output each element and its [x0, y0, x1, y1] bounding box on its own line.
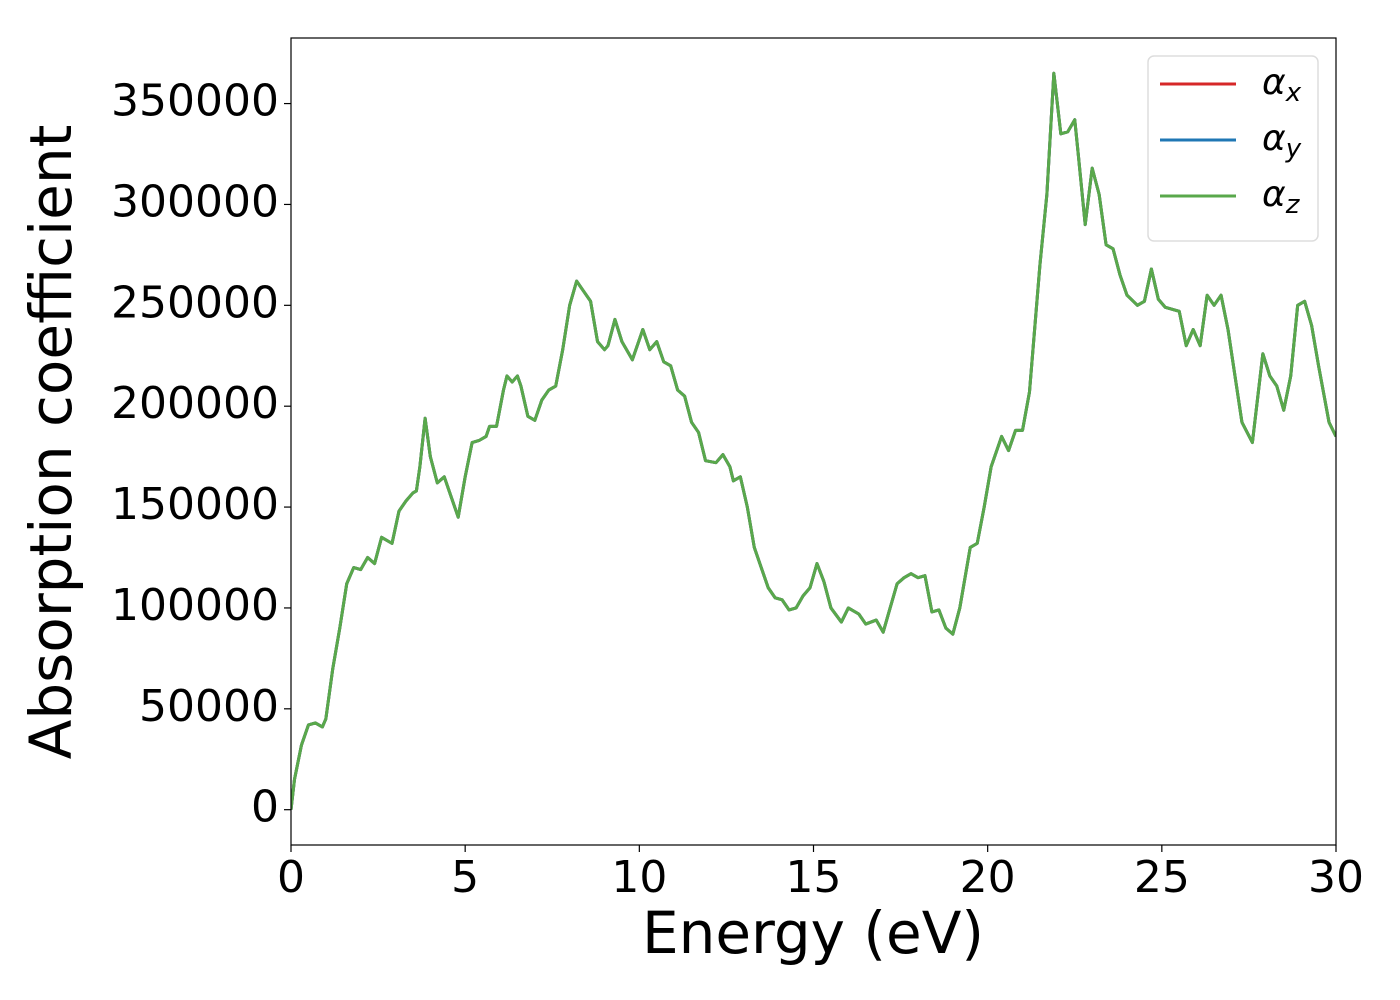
y-tick-label: 50000	[139, 681, 279, 732]
x-tick-label: 15	[786, 852, 842, 903]
x-tick-label: 30	[1308, 852, 1364, 903]
y-tick-label: 200000	[111, 378, 279, 429]
x-tick-label: 10	[611, 852, 667, 903]
y-tick-label: 100000	[111, 580, 279, 631]
y-axis-label: Absorption coefficient	[17, 125, 85, 760]
y-tick-label: 300000	[111, 176, 279, 227]
legend-label: αy	[1262, 118, 1302, 164]
y-tick-label: 0	[251, 782, 279, 833]
x-tick-label: 5	[451, 852, 479, 903]
data-line	[291, 71, 1336, 810]
x-tick-label: 25	[1134, 852, 1190, 903]
x-axis-label: Energy (eV)	[642, 899, 984, 967]
x-tick-label: 20	[960, 852, 1016, 903]
y-tick-label: 350000	[111, 76, 279, 127]
plot-frame	[290, 37, 1337, 846]
y-tick-label: 150000	[111, 479, 279, 530]
y-tick-label: 250000	[111, 277, 279, 328]
x-tick-label: 0	[277, 852, 305, 903]
legend-label: αz	[1262, 174, 1301, 220]
legend-label: αx	[1262, 62, 1302, 108]
